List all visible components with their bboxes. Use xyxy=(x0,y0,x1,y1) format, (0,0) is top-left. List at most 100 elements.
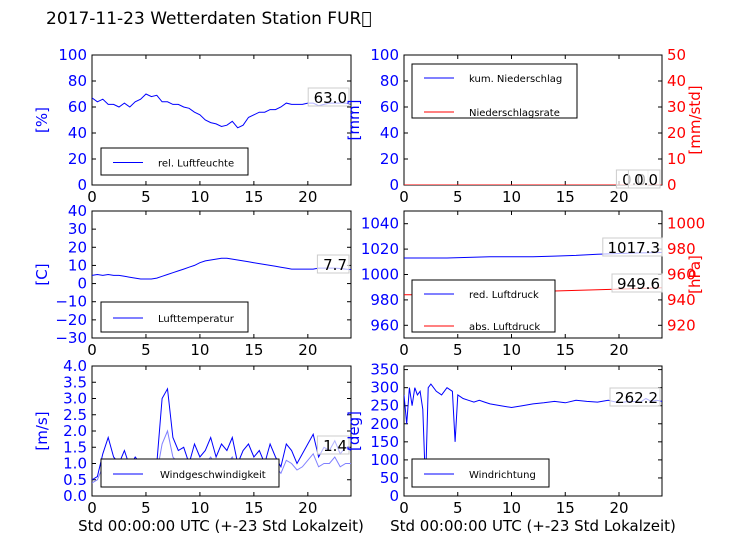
y-tick-label: 60 xyxy=(380,98,399,116)
y2-tick-label: 10 xyxy=(667,150,686,168)
x-tick-label: 10 xyxy=(502,341,521,359)
x-tick-label: 0 xyxy=(399,341,409,359)
y-tick-label: 20 xyxy=(68,150,87,168)
y-tick-label: 960 xyxy=(370,316,399,334)
x-tick-label: 15 xyxy=(556,499,575,517)
value-annotation-box xyxy=(627,169,661,189)
y-tick-label: 100 xyxy=(370,46,399,64)
legend-box xyxy=(100,301,249,333)
y-tick-label: −20 xyxy=(55,311,87,329)
x-tick-label: 10 xyxy=(502,499,521,517)
x-axis-label-left: Std 00:00:00 UTC (+-23 Std Lokalzeit) xyxy=(78,517,364,535)
value-annotation-box xyxy=(609,387,661,407)
y-tick-label: 2.5 xyxy=(63,406,87,424)
x-tick-label: 5 xyxy=(453,499,463,517)
y-tick-label: 60 xyxy=(68,98,87,116)
legend-box xyxy=(411,63,578,119)
y2-tick-label: 1000 xyxy=(667,215,705,233)
x-tick-label: 15 xyxy=(556,341,575,359)
value-annotation-box xyxy=(316,254,350,274)
y-axis-label: [%] xyxy=(33,107,51,133)
legend-label: abs. Luftdruck xyxy=(469,322,540,333)
legend-box xyxy=(411,279,556,333)
y-tick-label: −10 xyxy=(55,293,87,311)
y-tick-label: 980 xyxy=(370,291,399,309)
x-tick-label: 10 xyxy=(190,188,209,206)
legend-box xyxy=(411,458,550,488)
value-annotation: 7.7 xyxy=(323,256,347,274)
legend-label: red. Luftdruck xyxy=(469,290,539,301)
y-tick-label: 80 xyxy=(68,72,87,90)
x-tick-label: 15 xyxy=(244,499,263,517)
x-tick-label: 15 xyxy=(244,188,263,206)
y2-tick-label: 20 xyxy=(667,124,686,142)
x-tick-label: 20 xyxy=(609,341,628,359)
y-tick-label: 80 xyxy=(380,72,399,90)
legend-label: Windgeschwindigkeit xyxy=(160,470,266,481)
legend-label: rel. Luftfeuchte xyxy=(158,159,234,170)
y2-tick-label: 40 xyxy=(667,72,686,90)
y-tick-label: 1020 xyxy=(361,240,399,258)
x-tick-label: 0 xyxy=(399,499,409,517)
y-tick-label: 3.0 xyxy=(63,390,87,408)
value-annotation-box xyxy=(316,435,350,455)
y-tick-label: 0 xyxy=(389,487,399,505)
x-tick-label: 5 xyxy=(141,499,151,517)
y2-tick-label: 0 xyxy=(667,176,677,194)
y-tick-label: 0 xyxy=(77,275,87,293)
y2-tick-label: 920 xyxy=(667,316,696,334)
chart-pressure: 0 5 10 15 20 960 980 1000 1020 1040 920 940 960 980 10… xyxy=(361,210,705,359)
value-annotation-box xyxy=(307,87,350,107)
x-tick-label: 0 xyxy=(399,188,409,206)
series-line-lufttemperatur xyxy=(92,257,351,280)
y-tick-label: 20 xyxy=(68,238,87,256)
chart-humidity: 0 5 10 15 20 0 20 40 60 80 100 [%] 63.0 rel. Luftfeuc… xyxy=(33,46,352,206)
y-tick-label: 1.0 xyxy=(63,455,87,473)
value-annotation-box xyxy=(611,273,663,293)
y-tick-label: 200 xyxy=(370,415,399,433)
x-tick-label: 0 xyxy=(87,188,97,206)
y-axis-label: [deg] xyxy=(345,411,363,451)
chart-wind_speed: 0 5 10 15 20 0.00.51.01.52.02.53.03.54.0 [m/s]… xyxy=(33,357,352,517)
legend-label: kum. Niederschlag xyxy=(469,74,562,85)
y-tick-label: 0 xyxy=(77,176,87,194)
y-tick-label: 100 xyxy=(58,46,87,64)
x-tick-label: 20 xyxy=(609,499,628,517)
y-tick-label: 250 xyxy=(370,397,399,415)
x-tick-label: 5 xyxy=(453,341,463,359)
y-tick-label: 20 xyxy=(380,150,399,168)
y-tick-label: 40 xyxy=(380,124,399,142)
x-axis-label-right: Std 00:00:00 UTC (+-23 Std Lokalzeit) xyxy=(390,517,676,535)
value-annotation: 63.0 xyxy=(314,89,347,107)
legend-label: Lufttemperatur xyxy=(158,314,235,325)
x-tick-label: 5 xyxy=(453,188,463,206)
value-annotation: 949.6 xyxy=(617,275,660,293)
y-axis-label: [m/s] xyxy=(33,411,51,450)
y-tick-label: 350 xyxy=(370,361,399,379)
y-tick-label: 0.5 xyxy=(63,471,87,489)
y-tick-label: 40 xyxy=(68,124,87,142)
plot-frame xyxy=(403,365,663,497)
x-tick-label: 10 xyxy=(190,341,209,359)
chart-wind_direction: 0 5 10 15 20050100150200250300350[deg]262.2W… xyxy=(345,361,663,517)
legend-label: Niederschlagsrate xyxy=(469,108,560,119)
y2-tick-label: 50 xyxy=(667,46,686,64)
chart-precip: 0 5 10 15 20 0 20 40 60 80 100 0 10 20 30 40 50 [mm] [mm/s… xyxy=(345,46,704,206)
y-tick-label: 50 xyxy=(380,469,399,487)
y2-axis-label: [mm/std] xyxy=(686,85,704,154)
series-line-windgeschwindigkeit xyxy=(92,387,351,481)
x-tick-label: 10 xyxy=(190,499,209,517)
x-tick-label: 0 xyxy=(87,499,97,517)
y-tick-label: 150 xyxy=(370,433,399,451)
y-tick-label: 1.5 xyxy=(63,438,87,456)
y-tick-label: 3.5 xyxy=(63,373,87,391)
y-tick-label: 30 xyxy=(68,220,87,238)
y-axis-label: [mm] xyxy=(345,100,363,141)
y-tick-label: 10 xyxy=(68,256,87,274)
y2-tick-label: 980 xyxy=(667,240,696,258)
y-tick-label: 2.0 xyxy=(63,422,87,440)
y2-tick-label: 960 xyxy=(667,266,696,284)
value-annotation: 1.4 xyxy=(323,437,347,455)
